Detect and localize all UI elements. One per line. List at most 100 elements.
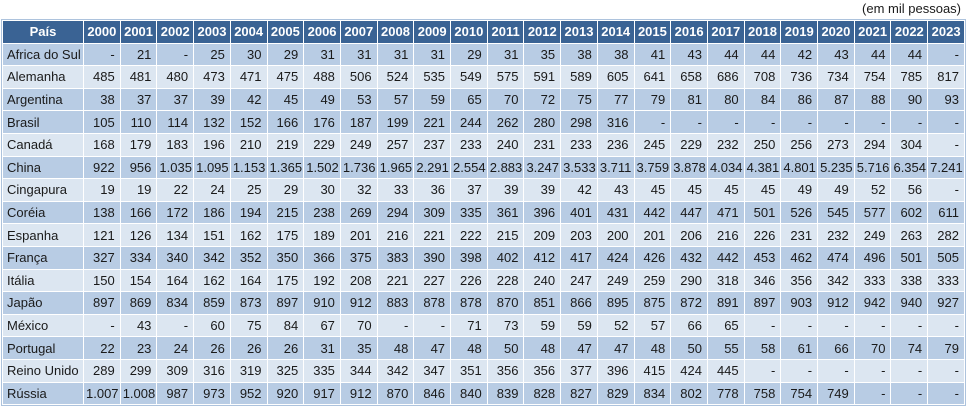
- table-cell[interactable]: 912: [818, 292, 854, 314]
- table-cell[interactable]: 30: [230, 43, 267, 66]
- table-cell[interactable]: 183: [157, 133, 194, 156]
- table-cell[interactable]: 175: [267, 224, 304, 246]
- table-cell[interactable]: 19: [120, 179, 157, 201]
- year-header[interactable]: 2016: [671, 21, 707, 43]
- table-cell[interactable]: 42: [781, 43, 818, 66]
- country-cell[interactable]: Japão: [3, 292, 83, 314]
- table-cell[interactable]: 309: [157, 359, 194, 382]
- table-cell[interactable]: 43: [120, 314, 157, 337]
- table-cell[interactable]: 352: [230, 246, 267, 269]
- table-cell[interactable]: 31: [414, 43, 451, 66]
- table-cell[interactable]: 72: [524, 88, 561, 111]
- table-cell[interactable]: 294: [377, 201, 414, 224]
- table-cell[interactable]: 917: [304, 382, 340, 405]
- table-cell[interactable]: 84: [267, 314, 304, 337]
- table-cell[interactable]: -: [891, 382, 928, 405]
- country-cell[interactable]: Coréia: [3, 201, 83, 224]
- table-cell[interactable]: 232: [707, 133, 744, 156]
- country-cell[interactable]: Cingapura: [3, 179, 83, 201]
- table-cell[interactable]: 1.736: [340, 156, 377, 179]
- table-cell[interactable]: 48: [377, 337, 414, 359]
- table-cell[interactable]: 48: [634, 337, 671, 359]
- year-header[interactable]: 2006: [304, 21, 340, 43]
- table-cell[interactable]: 24: [194, 179, 230, 201]
- table-cell[interactable]: 545: [818, 201, 854, 224]
- table-cell[interactable]: 333: [928, 269, 964, 292]
- table-cell[interactable]: -: [928, 179, 964, 201]
- table-cell[interactable]: 749: [818, 382, 854, 405]
- table-cell[interactable]: 866: [561, 292, 597, 314]
- table-cell[interactable]: 150: [84, 269, 120, 292]
- table-cell[interactable]: 471: [230, 66, 267, 88]
- table-cell[interactable]: 481: [120, 66, 157, 88]
- table-cell[interactable]: -: [818, 359, 854, 382]
- table-cell[interactable]: 50: [671, 337, 707, 359]
- country-cell[interactable]: Canadá: [3, 133, 83, 156]
- table-cell[interactable]: 229: [304, 133, 340, 156]
- table-cell[interactable]: 42: [230, 88, 267, 111]
- table-cell[interactable]: 221: [414, 111, 451, 133]
- table-cell[interactable]: 839: [487, 382, 524, 405]
- table-cell[interactable]: 304: [891, 133, 928, 156]
- table-cell[interactable]: 77: [597, 88, 634, 111]
- table-cell[interactable]: 43: [597, 179, 634, 201]
- table-cell[interactable]: 206: [671, 224, 707, 246]
- table-cell[interactable]: 226: [744, 224, 781, 246]
- table-cell[interactable]: 21: [120, 43, 157, 66]
- table-cell[interactable]: 828: [524, 382, 561, 405]
- table-cell[interactable]: 29: [267, 43, 304, 66]
- table-cell[interactable]: 912: [340, 382, 377, 405]
- table-cell[interactable]: 66: [818, 337, 854, 359]
- table-cell[interactable]: 897: [84, 292, 120, 314]
- table-cell[interactable]: 25: [194, 43, 230, 66]
- table-cell[interactable]: 250: [744, 133, 781, 156]
- table-cell[interactable]: 114: [157, 111, 194, 133]
- table-cell[interactable]: 342: [377, 359, 414, 382]
- table-cell[interactable]: 309: [414, 201, 451, 224]
- table-cell[interactable]: 895: [597, 292, 634, 314]
- table-cell[interactable]: 785: [891, 66, 928, 88]
- table-cell[interactable]: 1.502: [304, 156, 340, 179]
- table-cell[interactable]: 383: [377, 246, 414, 269]
- table-cell[interactable]: 45: [267, 88, 304, 111]
- table-cell[interactable]: 462: [781, 246, 818, 269]
- table-cell[interactable]: 505: [928, 246, 964, 269]
- table-cell[interactable]: -: [781, 359, 818, 382]
- table-cell[interactable]: 347: [414, 359, 451, 382]
- table-cell[interactable]: 189: [304, 224, 340, 246]
- table-cell[interactable]: -: [854, 359, 891, 382]
- table-cell[interactable]: 39: [194, 88, 230, 111]
- table-cell[interactable]: 45: [744, 179, 781, 201]
- table-cell[interactable]: 59: [524, 314, 561, 337]
- table-cell[interactable]: 23: [120, 337, 157, 359]
- table-cell[interactable]: 327: [84, 246, 120, 269]
- table-cell[interactable]: 827: [561, 382, 597, 405]
- country-cell[interactable]: Argentina: [3, 88, 83, 111]
- table-cell[interactable]: 897: [744, 292, 781, 314]
- table-cell[interactable]: 940: [891, 292, 928, 314]
- country-cell[interactable]: México: [3, 314, 83, 337]
- table-cell[interactable]: 526: [781, 201, 818, 224]
- table-cell[interactable]: 802: [671, 382, 707, 405]
- table-cell[interactable]: 38: [561, 43, 597, 66]
- table-cell[interactable]: 121: [84, 224, 120, 246]
- table-cell[interactable]: 3.247: [524, 156, 561, 179]
- table-cell[interactable]: 342: [818, 269, 854, 292]
- country-cell[interactable]: Portugal: [3, 337, 83, 359]
- table-cell[interactable]: 872: [671, 292, 707, 314]
- table-cell[interactable]: -: [84, 43, 120, 66]
- table-cell[interactable]: 973: [194, 382, 230, 405]
- table-cell[interactable]: 66: [671, 314, 707, 337]
- table-cell[interactable]: 401: [561, 201, 597, 224]
- table-cell[interactable]: 501: [891, 246, 928, 269]
- country-cell[interactable]: China: [3, 156, 83, 179]
- table-cell[interactable]: 31: [340, 43, 377, 66]
- table-cell[interactable]: -: [891, 314, 928, 337]
- table-cell[interactable]: 549: [451, 66, 487, 88]
- table-cell[interactable]: -: [928, 43, 964, 66]
- year-header[interactable]: 2003: [194, 21, 230, 43]
- table-cell[interactable]: 1.365: [267, 156, 304, 179]
- country-column-header[interactable]: País: [3, 21, 83, 43]
- country-cell[interactable]: França: [3, 246, 83, 269]
- table-cell[interactable]: 591: [524, 66, 561, 88]
